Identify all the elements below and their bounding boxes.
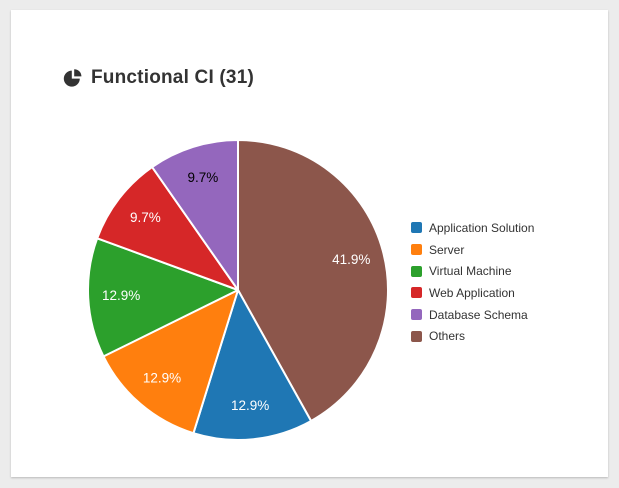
pie-slice-web-application[interactable] — [96, 166, 239, 291]
legend-swatch — [411, 309, 422, 321]
legend-item-web-application[interactable]: Web Application — [411, 282, 534, 304]
legend-label: Others — [429, 329, 466, 344]
report-card: Functional CI (31) 41.9% 12.9% 12.9% 12.9% 9… — [11, 10, 608, 477]
pie-slice-database-schema[interactable] — [151, 139, 239, 291]
legend-swatch — [411, 287, 422, 299]
legend-item-application-solution[interactable]: Application Solution — [411, 217, 534, 239]
legend-item-others[interactable]: Others — [411, 325, 534, 347]
card-header: Functional CI (31) — [63, 67, 254, 89]
chart-legend: Application Solution Server Virtual Machin… — [411, 217, 534, 347]
legend-item-virtual-machine[interactable]: Virtual Machine — [411, 260, 534, 282]
legend-label: Web Application — [429, 285, 515, 300]
legend-item-database-schema[interactable]: Database Schema — [411, 304, 534, 326]
legend-label: Database Schema — [429, 307, 528, 322]
pie-slice-application-solution[interactable] — [192, 289, 313, 441]
page-title: Functional CI (31) — [91, 67, 254, 88]
legend-swatch — [411, 265, 422, 277]
legend-swatch — [411, 244, 422, 256]
legend-swatch — [411, 222, 422, 234]
legend-label: Virtual Machine — [429, 264, 512, 279]
legend-swatch — [411, 330, 422, 342]
pie-slice-others[interactable] — [237, 139, 389, 422]
legend-label: Application Solution — [429, 220, 535, 235]
legend-label: Server — [429, 242, 465, 257]
pie-slice-virtual-machine[interactable] — [87, 237, 239, 358]
legend-item-server[interactable]: Server — [411, 239, 534, 261]
pie-slice-server[interactable] — [102, 289, 239, 435]
pie-chart-icon — [63, 68, 82, 88]
